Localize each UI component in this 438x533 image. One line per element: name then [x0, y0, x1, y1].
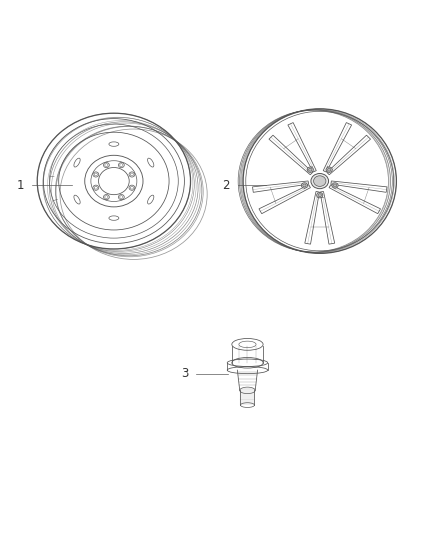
- Ellipse shape: [311, 174, 328, 189]
- Text: 2: 2: [223, 179, 230, 192]
- Ellipse shape: [301, 183, 307, 188]
- Text: 1: 1: [17, 179, 24, 192]
- Ellipse shape: [307, 167, 313, 172]
- Ellipse shape: [326, 167, 332, 172]
- Ellipse shape: [318, 193, 321, 197]
- Ellipse shape: [328, 168, 331, 171]
- Ellipse shape: [317, 192, 323, 198]
- Ellipse shape: [303, 184, 306, 187]
- Ellipse shape: [333, 184, 337, 187]
- Ellipse shape: [332, 183, 338, 188]
- Ellipse shape: [314, 176, 326, 187]
- Text: 3: 3: [181, 367, 188, 381]
- Ellipse shape: [309, 168, 312, 171]
